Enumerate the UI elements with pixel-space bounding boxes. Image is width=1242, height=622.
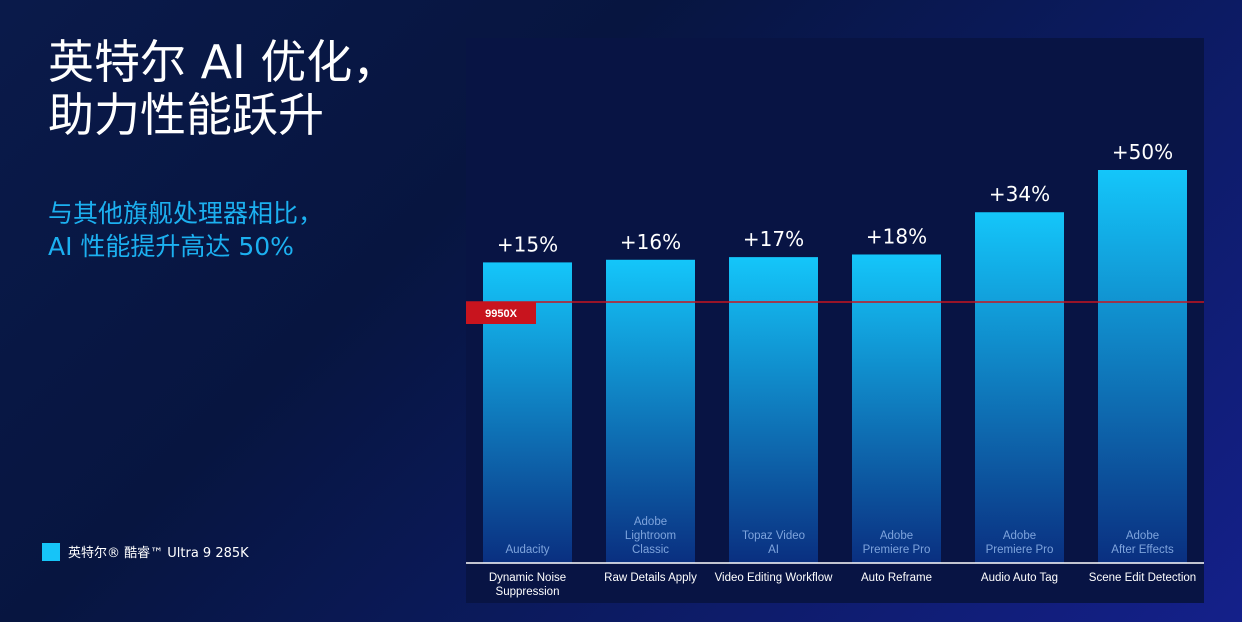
bar-value-label: +50% — [1112, 140, 1173, 164]
baseline-9950x-tag — [466, 302, 536, 324]
x-tick-label: Video Editing Workflow — [715, 572, 834, 584]
bar-value-label: +17% — [743, 227, 804, 251]
x-tick-label: Scene Edit Detection — [1089, 572, 1196, 584]
legend-label: 英特尔® 酷睿™ Ultra 9 285K — [68, 546, 249, 561]
bar-chart: +15% +16% +17% +18% +34% +50% Audacity Adobe Li… — [466, 140, 1204, 598]
bar-value-label: +16% — [620, 230, 681, 254]
bar-app-label: Premiere Pro — [986, 544, 1054, 556]
bar-app-label: Topaz Video — [742, 530, 805, 542]
bar-app-label: Audacity — [505, 544, 549, 556]
x-tick-label: Suppression — [496, 586, 560, 598]
x-tick-label: Dynamic Noise — [489, 572, 566, 584]
bar-value-label: +15% — [497, 232, 558, 256]
bar — [975, 212, 1064, 564]
x-tick-label: Audio Auto Tag — [981, 572, 1058, 584]
bar-app-label: Adobe — [1126, 530, 1159, 542]
bar-app-label: Adobe — [880, 530, 913, 542]
bar-app-label: Adobe — [634, 516, 667, 528]
page-subtitle: 与其他旗舰处理器相比， AI 性能提升高达 50% — [48, 197, 323, 263]
legend-swatch — [42, 542, 60, 561]
x-tick-label: Raw Details Apply — [604, 572, 697, 584]
bar-app-label: Classic — [632, 544, 669, 556]
chart-panel: +15% +16% +17% +18% +34% +50% Audacity Adobe Li… — [466, 38, 1204, 603]
bar-value-label: +18% — [866, 224, 927, 248]
bar-app-label: Lightroom — [625, 530, 676, 542]
page-subtitle-line1: 与其他旗舰处理器相比， — [48, 199, 324, 228]
bar-app-label: After Effects — [1111, 544, 1174, 556]
page-subtitle-line2: AI 性能提升高达 50% — [48, 232, 294, 261]
bar — [729, 257, 818, 563]
bar — [606, 259, 695, 563]
page-title: 英特尔 AI 优化， 助力性能跃升 — [48, 36, 398, 142]
bar-app-label: Adobe — [1003, 530, 1036, 542]
page-title-line2: 助力性能跃升 — [48, 88, 324, 142]
page-title-line1: 英特尔 AI 优化， — [48, 35, 399, 89]
bar — [1098, 170, 1187, 563]
bar-app-label: AI — [768, 544, 779, 556]
bar-value-label: +34% — [989, 182, 1050, 206]
baseline-9950x-label: 9950X — [485, 308, 517, 320]
legend: 英特尔® 酷睿™ Ultra 9 285K — [42, 542, 249, 561]
bar — [852, 254, 941, 564]
bar-app-label: Premiere Pro — [863, 544, 931, 556]
x-tick-label: Auto Reframe — [861, 572, 932, 584]
